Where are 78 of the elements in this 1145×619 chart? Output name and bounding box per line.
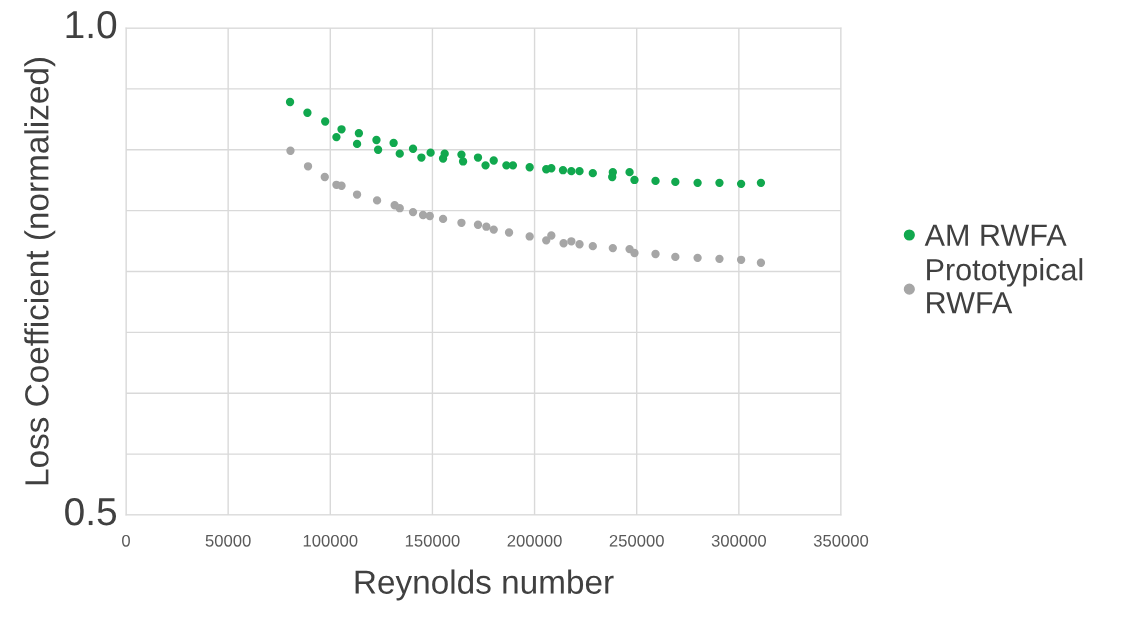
point	[395, 204, 404, 213]
y-tick-label: 1.0	[66, 10, 117, 39]
point	[547, 231, 556, 240]
point	[756, 178, 766, 188]
point	[286, 146, 295, 155]
point	[337, 181, 346, 190]
point	[715, 178, 724, 188]
point	[736, 179, 746, 189]
point	[630, 175, 639, 185]
point	[558, 166, 568, 175]
point	[489, 225, 498, 234]
point	[567, 237, 576, 246]
point	[671, 252, 680, 262]
legend-label: Prototypical RWFA	[927, 258, 1083, 314]
x-tick-label: 50000	[205, 534, 251, 547]
point	[508, 161, 518, 170]
x-axis-title: Reynolds number	[355, 569, 614, 601]
point	[473, 220, 483, 229]
point	[547, 164, 556, 173]
x-tick-label: 150000	[405, 534, 460, 547]
point	[559, 239, 568, 248]
point	[542, 236, 551, 245]
y-axis-title: Loss Coefficient (normalized)	[24, 58, 56, 485]
point	[372, 196, 382, 205]
point	[625, 167, 634, 177]
legend-label: AM RWFA	[924, 224, 1067, 246]
point	[332, 132, 341, 142]
x-tick-label: 0	[122, 534, 130, 547]
point	[457, 218, 466, 227]
point	[715, 254, 724, 263]
point	[408, 144, 418, 153]
point	[438, 214, 448, 224]
point	[575, 240, 584, 249]
point	[458, 157, 468, 166]
point	[337, 125, 346, 134]
point	[303, 108, 312, 117]
point	[525, 163, 534, 172]
point	[352, 190, 362, 199]
point	[575, 167, 584, 176]
point	[671, 177, 680, 187]
point	[372, 135, 381, 145]
point	[303, 162, 313, 171]
point	[285, 97, 295, 107]
point	[630, 248, 639, 258]
point	[588, 242, 597, 251]
point	[693, 178, 702, 188]
point	[352, 139, 362, 149]
x-tick-label: 350000	[813, 534, 869, 547]
point	[482, 222, 491, 231]
point	[473, 153, 483, 162]
point	[567, 167, 576, 176]
point	[481, 161, 490, 170]
point	[354, 129, 364, 138]
point	[425, 211, 434, 221]
x-tick-label: 250000	[609, 534, 664, 547]
point	[320, 172, 329, 182]
point	[440, 149, 449, 158]
point	[756, 258, 766, 267]
point	[489, 156, 498, 165]
point	[395, 149, 404, 158]
point	[588, 168, 597, 178]
y-tick-label: 0.5	[65, 497, 117, 526]
point	[525, 232, 534, 241]
point	[504, 228, 514, 237]
x-tick-label: 100000	[303, 534, 358, 547]
point	[651, 249, 660, 259]
point	[651, 176, 660, 186]
point	[736, 255, 746, 264]
point	[417, 153, 426, 162]
point	[426, 148, 435, 157]
point	[389, 138, 398, 148]
point	[373, 145, 383, 154]
x-tick-label: 300000	[711, 534, 767, 547]
point	[693, 253, 702, 263]
point	[608, 243, 617, 253]
point	[408, 207, 418, 217]
point	[321, 117, 330, 126]
x-tick-label: 200000	[507, 534, 562, 547]
